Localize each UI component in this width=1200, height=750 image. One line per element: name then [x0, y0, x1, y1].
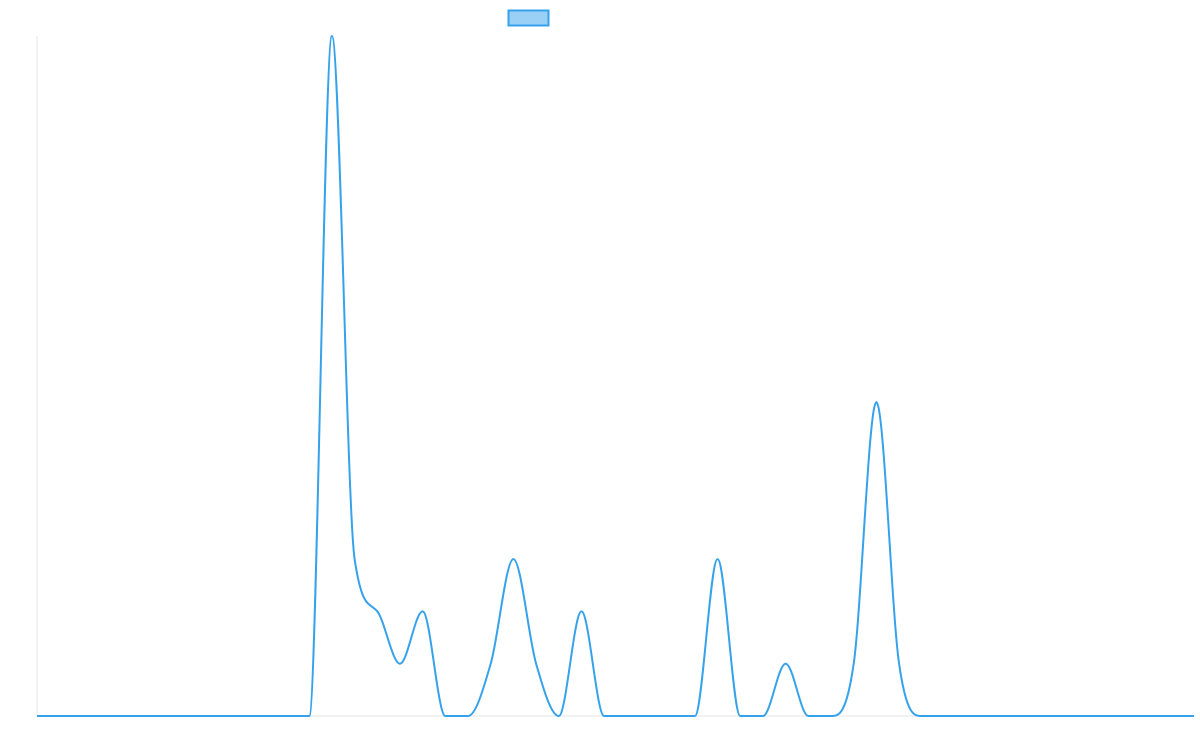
- legend-swatch: [507, 9, 550, 27]
- series-layer: [37, 35, 1194, 717]
- legend: [507, 9, 550, 27]
- series-line: [37, 35, 1194, 717]
- axes: [36, 36, 1194, 717]
